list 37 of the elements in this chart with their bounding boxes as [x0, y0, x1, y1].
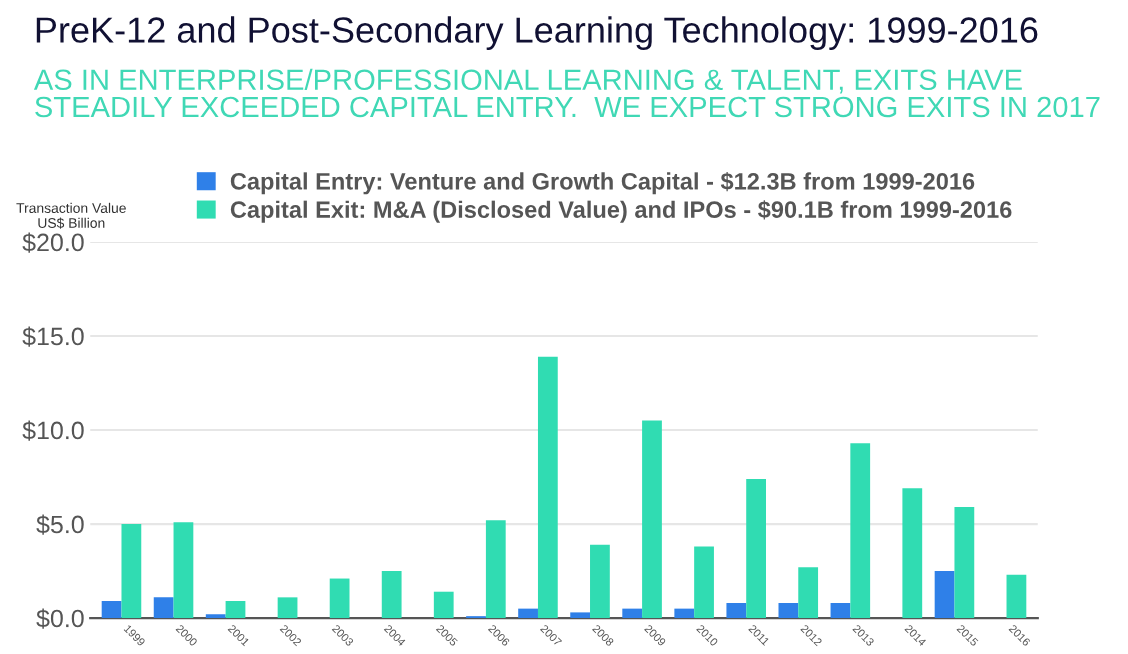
bar — [485, 520, 506, 619]
bar — [101, 601, 122, 619]
bar — [798, 567, 819, 619]
bar — [902, 488, 923, 619]
bar — [1006, 574, 1027, 619]
bar — [934, 571, 955, 619]
bar — [954, 507, 975, 619]
bar — [518, 608, 538, 619]
y-tick-label: $5.0 — [36, 514, 84, 535]
chart-title: PreK-12 and Post-Secondary Learning Technology: 1999-2016 — [36, 16, 1038, 51]
bar — [537, 356, 558, 619]
bar — [381, 571, 402, 619]
bar — [277, 597, 298, 619]
y-tick-label: $10.0 — [22, 420, 84, 441]
bar — [830, 602, 851, 619]
bar — [850, 443, 871, 619]
bar — [726, 602, 747, 619]
bar — [153, 597, 174, 619]
bar — [329, 578, 350, 619]
bar — [694, 546, 714, 619]
legend-label: Capital Exit: M&A (Disclosed Value) and IPOs - $90.1B from 1999-2016 — [230, 200, 1012, 223]
legend-label: Capital Entry: Venture and Growth Capital - $12.3B from 1999-2016 — [230, 171, 975, 195]
bar — [622, 608, 643, 619]
bar — [746, 478, 766, 619]
bar — [570, 612, 591, 619]
bar — [642, 420, 662, 619]
bar — [433, 591, 454, 619]
y-tick-label: $15.0 — [22, 326, 84, 347]
bar — [173, 522, 194, 619]
y-tick-label: $20.0 — [22, 232, 84, 253]
chart-subtitle: AS IN ENTERPRISE/PROFESSIONAL LEARNING & TALENT, EXITS HAVE STEADILY EXCEEDED CAPITAL ENTRY. WE EXPECT STRONG EXITS IN 2017 — [33, 68, 1100, 118]
bar — [590, 544, 610, 619]
y-tick-label: $0.0 — [36, 608, 84, 629]
bar — [225, 601, 246, 619]
bar — [121, 524, 142, 619]
bar — [674, 608, 695, 619]
bar — [778, 602, 799, 619]
